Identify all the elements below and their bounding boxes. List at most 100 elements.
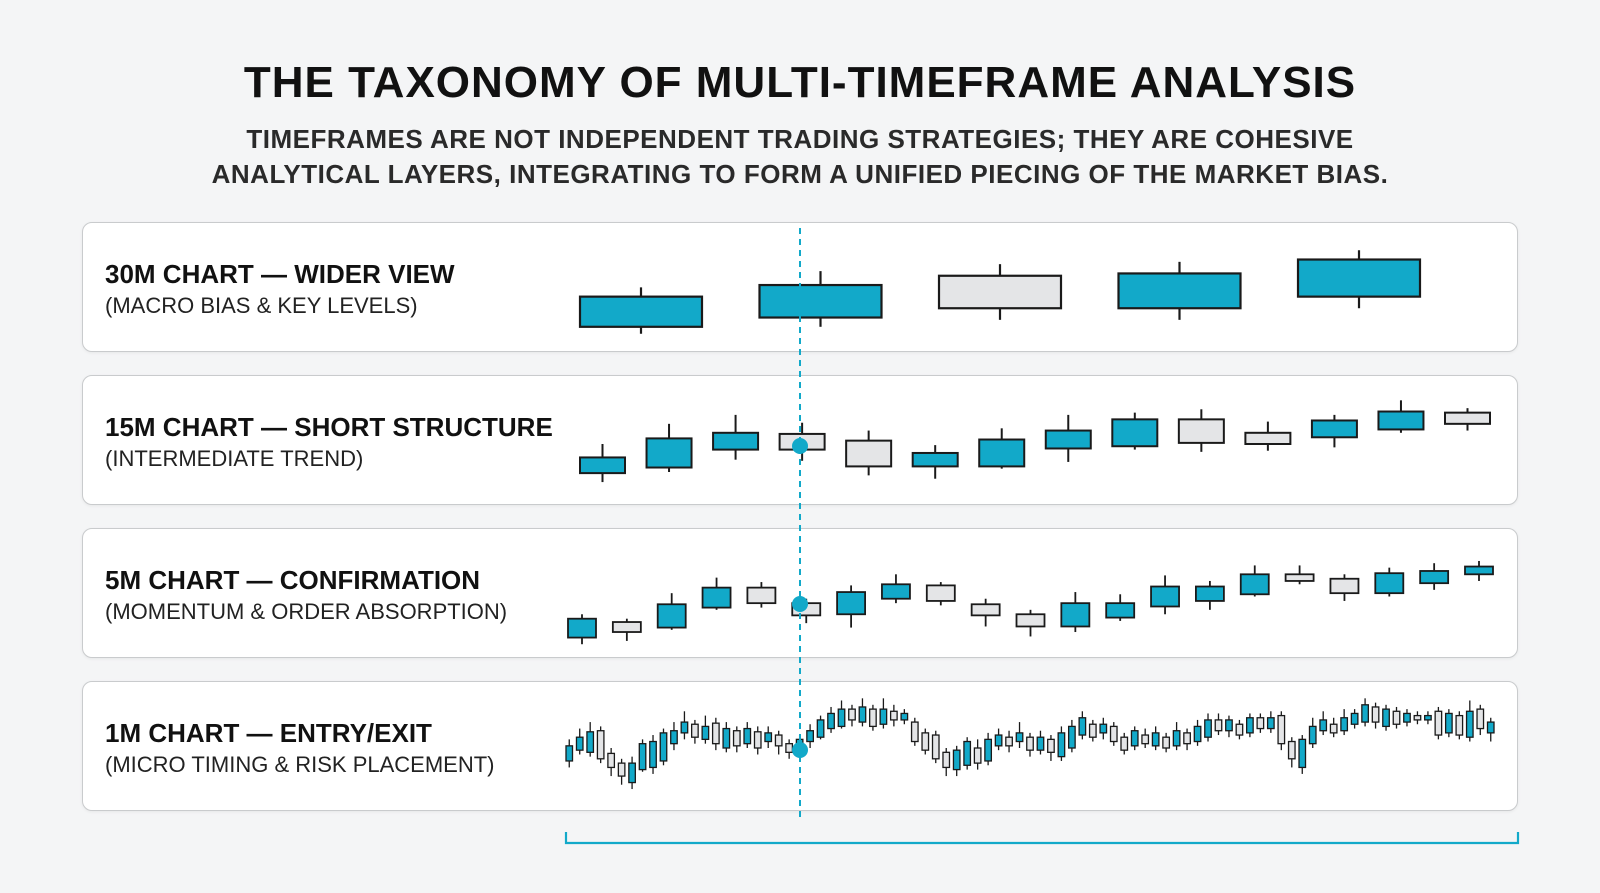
candle-1m-43 [1015, 722, 1024, 748]
candle-body [659, 732, 668, 762]
candle-body [1015, 613, 1046, 628]
candle-body [1177, 418, 1225, 444]
candles-5m [567, 560, 1494, 645]
candle-body [1256, 717, 1265, 730]
candle-1m-55 [1141, 728, 1150, 748]
candle-1m-72 [1319, 711, 1328, 736]
subtitle-line-2: ANALYTICAL LAYERS, INTEGRATING TO FORM A… [211, 159, 1389, 189]
candle-1m-20 [774, 730, 783, 755]
candle-body [649, 740, 657, 769]
candle-1m-5 [617, 758, 626, 785]
candle-1m-29 [869, 704, 877, 731]
candle-body [1193, 725, 1202, 743]
candle-body [942, 751, 951, 769]
candle-5m-6 [836, 585, 866, 628]
candle-1m-21 [785, 739, 794, 759]
candle-15m-10 [1244, 421, 1292, 451]
candle-body [1172, 730, 1181, 747]
candle-1m-44 [1026, 732, 1034, 757]
candle-5m-0 [567, 614, 597, 645]
candle-1m-61 [1204, 713, 1212, 742]
candle-1m-45 [1036, 730, 1045, 755]
candle-body [611, 621, 642, 633]
candle-1m-32 [900, 709, 909, 725]
candle-5m-8 [925, 582, 956, 606]
candle-body [701, 725, 710, 741]
candle-1m-1 [575, 728, 584, 755]
candle-1m-47 [1057, 726, 1066, 761]
candle-1m-56 [1151, 726, 1160, 751]
candle-body [1105, 602, 1136, 619]
candle-body [1130, 730, 1139, 747]
candle-5m-13 [1150, 575, 1180, 615]
candle-body [827, 712, 835, 730]
candle-body [1296, 258, 1422, 298]
candle-1m-67 [1266, 711, 1275, 733]
candle-body [925, 584, 956, 602]
candle-body [680, 721, 689, 734]
candle-15m-11 [1310, 414, 1358, 448]
candle-body [1235, 723, 1244, 736]
candle-15m-0 [579, 444, 626, 483]
page-subtitle: TIMEFRAMES ARE NOT INDEPENDENT TRADING S… [120, 122, 1480, 192]
candle-1m-30 [879, 698, 888, 729]
candle-body [1099, 723, 1108, 734]
candle-body [963, 740, 972, 766]
candle-1m-75 [1350, 709, 1359, 729]
candle-body [848, 708, 856, 721]
candle-1m-60 [1193, 719, 1202, 746]
candle-body [743, 727, 752, 745]
candle-1m-6 [628, 756, 636, 790]
candle-1m-23 [806, 724, 814, 748]
candle-body [638, 743, 647, 771]
candle-1m-59 [1183, 728, 1191, 751]
candle-1m-57 [1162, 732, 1171, 753]
candle-body [1486, 721, 1495, 734]
candle-15m-7 [1044, 414, 1092, 462]
candle-body [1026, 736, 1034, 751]
candle-1m-53 [1120, 732, 1129, 755]
candle-1m-14 [711, 717, 720, 751]
candle-body [1162, 736, 1171, 749]
candle-1m-24 [816, 715, 825, 740]
candle-body [858, 706, 867, 723]
page-title: THE TAXONOMY OF MULTI-TIMEFRAME ANALYSIS [243, 58, 1357, 107]
candle-body [1036, 736, 1045, 751]
candle-body [1319, 719, 1328, 732]
candle-1m-70 [1298, 735, 1307, 774]
candle-body [1287, 740, 1296, 760]
candle-body [1117, 272, 1242, 310]
candle-30m-1 [758, 271, 883, 327]
panel-30m-title: 30M CHART — WIDER VIEW [105, 259, 455, 289]
candle-1m-78 [1382, 704, 1390, 731]
candle-1m-13 [701, 715, 710, 744]
candles-15m [579, 400, 1491, 483]
candle-1m-39 [973, 739, 982, 770]
candle-15m-1 [645, 423, 693, 472]
candle-body [1455, 714, 1464, 736]
candle-body [579, 456, 626, 475]
candle-body [984, 738, 993, 762]
candle-1m-86 [1465, 700, 1474, 742]
candle-1m-51 [1099, 717, 1108, 740]
candle-1m-62 [1214, 713, 1223, 736]
candle-body [1195, 585, 1225, 602]
candle-body [596, 730, 605, 760]
candle-1m-48 [1067, 719, 1076, 753]
candle-1m-63 [1225, 715, 1233, 738]
candle-body [1214, 719, 1223, 732]
subtitle-line-1: TIMEFRAMES ARE NOT INDEPENDENT TRADING S… [246, 124, 1354, 154]
candle-1m-80 [1403, 709, 1411, 727]
candle-body [565, 745, 574, 762]
candle-body [701, 586, 732, 609]
candle-5m-10 [1015, 609, 1046, 637]
candle-body [881, 583, 911, 600]
candle-5m-17 [1329, 574, 1360, 601]
candle-body [837, 708, 846, 728]
candle-body [1419, 570, 1450, 585]
candle-1m-28 [858, 698, 867, 727]
candle-5m-2 [656, 593, 687, 630]
candle-body [1382, 708, 1390, 728]
candle-body [1308, 725, 1317, 745]
candle-body [1340, 717, 1349, 732]
